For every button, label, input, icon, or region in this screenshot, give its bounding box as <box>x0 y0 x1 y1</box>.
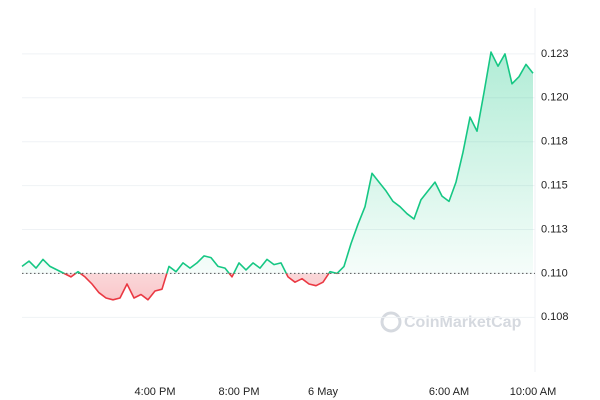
y-tick-label: 0.123 <box>541 48 569 60</box>
y-tick-label: 0.120 <box>541 92 569 104</box>
y-tick-label: 0.108 <box>541 311 569 323</box>
y-tick-label: 0.118 <box>541 136 568 148</box>
area-fill <box>22 52 533 300</box>
y-tick-label: 0.113 <box>541 223 568 235</box>
x-tick-label: 4:00 PM <box>135 386 176 398</box>
x-tick-label: 6:00 AM <box>429 386 469 398</box>
x-tick-label: 10:00 AM <box>510 386 556 398</box>
price-line <box>21 51 534 301</box>
x-tick-label: 8:00 PM <box>219 386 260 398</box>
watermark-text: CoinMarketCap <box>404 314 522 331</box>
x-tick-label: 6 May <box>308 386 338 398</box>
y-tick-label: 0.110 <box>541 267 568 279</box>
watermark: CoinMarketCap <box>380 311 522 333</box>
y-tick-label: 0.115 <box>541 180 568 192</box>
